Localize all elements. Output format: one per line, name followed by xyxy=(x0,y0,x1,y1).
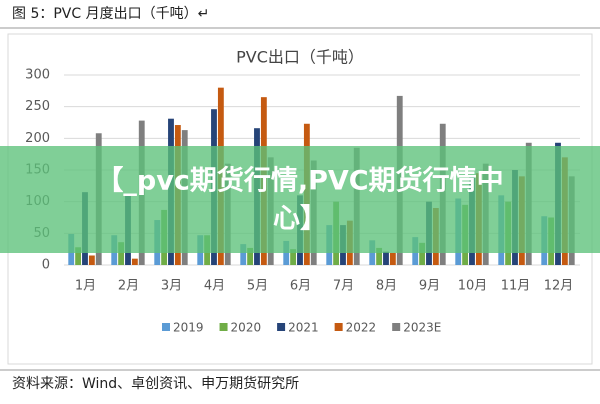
y-tick-label: 200 xyxy=(25,131,50,146)
bar xyxy=(88,255,95,265)
x-tick-label: 2月 xyxy=(118,279,139,294)
banner-bg xyxy=(0,146,600,253)
chart-title: PVC出口（千吨） xyxy=(236,48,364,67)
x-tick-label: 5月 xyxy=(247,279,268,294)
bar xyxy=(118,242,125,265)
banner-text: 心】 xyxy=(273,204,327,235)
x-tick-label: 7月 xyxy=(333,279,354,294)
legend-swatch xyxy=(162,323,170,331)
x-tick-label: 8月 xyxy=(376,279,397,294)
bar xyxy=(247,247,254,265)
y-tick-label: 250 xyxy=(25,99,50,114)
legend-swatch xyxy=(334,323,343,331)
banner-text: 【_pvc期货行情,PVC期货行情中 xyxy=(96,165,503,197)
bar xyxy=(131,258,138,265)
figure-header: 图 5：PVC 月度出口（千吨）↵ xyxy=(12,6,209,22)
legend-label: 2019 xyxy=(173,321,204,335)
source-note: 资料来源：Wind、卓创资讯、申万期货研究所 xyxy=(12,375,299,392)
bar xyxy=(383,251,389,265)
legend-label: 2020 xyxy=(231,321,262,335)
legend-label: 2023E xyxy=(403,321,441,335)
x-tick-label: 4月 xyxy=(204,279,225,294)
bar xyxy=(240,244,247,265)
legend-label: 2022 xyxy=(346,321,377,335)
y-tick-label: 0 xyxy=(42,258,50,273)
legend-swatch xyxy=(392,323,401,331)
x-tick-label: 1月 xyxy=(75,279,96,294)
legend-swatch xyxy=(277,323,286,331)
bar xyxy=(290,249,297,265)
x-tick-label: 3月 xyxy=(161,279,182,294)
bar xyxy=(376,247,383,265)
x-tick-label: 6月 xyxy=(290,279,311,294)
legend-swatch xyxy=(219,323,228,331)
x-tick-label: 10月 xyxy=(458,279,488,294)
bar xyxy=(389,252,396,265)
bar xyxy=(75,247,82,265)
y-tick-label: 300 xyxy=(25,68,50,83)
x-tick-label: 12月 xyxy=(544,279,574,294)
bar xyxy=(419,242,426,265)
legend-label: 2021 xyxy=(288,321,319,335)
x-tick-label: 9月 xyxy=(419,279,440,294)
x-tick-label: 11月 xyxy=(501,279,531,294)
